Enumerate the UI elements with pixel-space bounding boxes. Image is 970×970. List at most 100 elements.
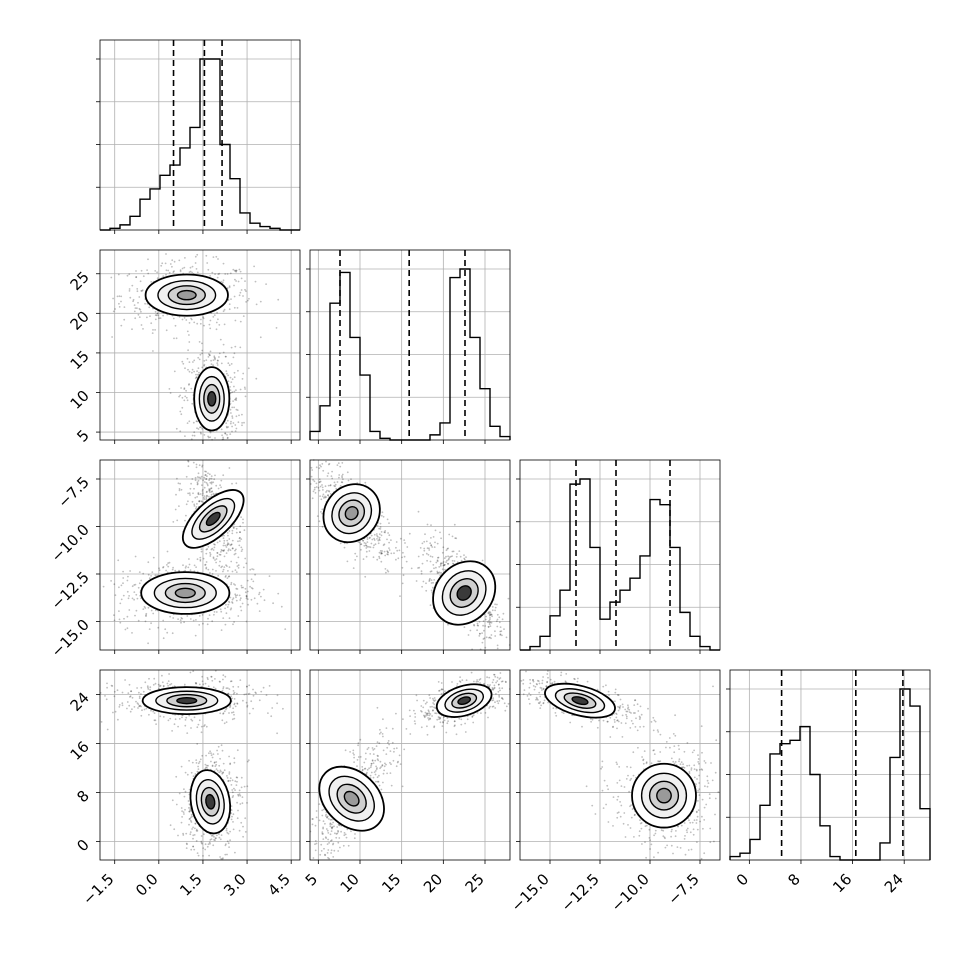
scatter-point bbox=[403, 539, 406, 541]
scatter-point bbox=[421, 542, 424, 545]
scatter-point bbox=[239, 605, 242, 608]
scatter-point bbox=[181, 617, 184, 620]
scatter-point bbox=[209, 431, 212, 434]
scatter-point bbox=[421, 585, 423, 588]
scatter-point bbox=[451, 681, 453, 683]
scatter-point bbox=[189, 819, 192, 822]
scatter-point bbox=[213, 836, 215, 838]
scatter-point bbox=[241, 602, 244, 605]
scatter-point bbox=[232, 400, 235, 402]
scatter-point bbox=[427, 553, 430, 556]
scatter-point bbox=[227, 692, 230, 695]
scatter-point bbox=[225, 843, 227, 845]
scatter-point bbox=[102, 585, 105, 588]
scatter-point bbox=[231, 417, 234, 419]
scatter-point bbox=[194, 823, 197, 825]
scatter-point bbox=[215, 328, 218, 331]
scatter-point bbox=[454, 537, 457, 539]
scatter-point bbox=[164, 628, 167, 631]
scatter-point bbox=[232, 821, 234, 823]
scatter-point bbox=[447, 558, 450, 561]
scatter-point bbox=[442, 562, 444, 565]
scatter-point bbox=[235, 531, 238, 534]
scatter-point bbox=[387, 551, 389, 554]
scatter-point bbox=[425, 582, 427, 585]
scatter-point bbox=[496, 647, 499, 650]
scatter-point bbox=[216, 359, 219, 362]
scatter-point bbox=[314, 486, 316, 489]
scatter-point bbox=[183, 387, 186, 390]
scatter-point bbox=[205, 567, 208, 570]
scatter-point bbox=[198, 683, 201, 686]
scatter-point bbox=[229, 391, 232, 394]
scatter-point bbox=[144, 302, 146, 305]
scatter-point bbox=[133, 598, 135, 601]
scatter-point bbox=[442, 546, 445, 549]
scatter-point bbox=[245, 620, 248, 623]
scatter-point bbox=[272, 602, 274, 605]
scatter-point bbox=[191, 815, 193, 818]
scatter-point bbox=[386, 569, 389, 572]
scatter-point bbox=[341, 473, 344, 476]
scatter-point bbox=[188, 759, 190, 762]
scatter-point bbox=[184, 808, 186, 811]
scatter-point bbox=[368, 550, 371, 552]
scatter-point bbox=[228, 601, 231, 604]
scatter-point bbox=[219, 838, 222, 841]
scatter-point bbox=[249, 585, 252, 588]
scatter-point bbox=[388, 522, 390, 524]
scatter-point bbox=[233, 757, 236, 760]
scatter-point bbox=[224, 844, 227, 847]
scatter-point bbox=[500, 630, 503, 633]
scatter-point bbox=[225, 425, 228, 428]
scatter-point bbox=[212, 256, 215, 258]
scatter-point bbox=[240, 550, 243, 552]
scatter-point bbox=[443, 716, 445, 719]
scatter-point bbox=[192, 837, 194, 840]
scatter-point bbox=[143, 605, 146, 608]
scatter-point bbox=[492, 705, 495, 708]
scatter-point bbox=[366, 768, 369, 771]
scatter-point bbox=[204, 724, 206, 726]
scatter-point bbox=[136, 288, 139, 290]
scatter-point bbox=[344, 749, 347, 752]
scatter-point bbox=[242, 518, 244, 521]
scatter-point bbox=[205, 498, 208, 501]
scatter-point bbox=[244, 395, 247, 398]
scatter-point bbox=[229, 544, 232, 547]
scatter-point bbox=[378, 551, 381, 554]
scatter-point bbox=[244, 288, 246, 291]
scatter-point bbox=[179, 410, 182, 413]
scatter-point bbox=[432, 709, 434, 712]
scatter-point bbox=[242, 586, 245, 589]
scatter-point bbox=[136, 597, 139, 600]
scatter-point bbox=[154, 682, 157, 685]
scatter-point bbox=[211, 679, 214, 682]
scatter-point bbox=[175, 493, 177, 496]
scatter-point bbox=[158, 687, 160, 690]
scatter-point bbox=[492, 699, 495, 701]
scatter-point bbox=[471, 716, 474, 718]
scatter-point bbox=[428, 579, 431, 581]
scatter-point bbox=[427, 709, 430, 712]
panel-0-1-frame bbox=[99, 249, 301, 441]
scatter-point bbox=[192, 845, 194, 848]
scatter-point bbox=[242, 372, 245, 375]
scatter-point bbox=[239, 540, 241, 542]
scatter-point bbox=[160, 264, 163, 267]
scatter-point bbox=[200, 725, 203, 728]
scatter-point bbox=[282, 707, 284, 710]
scatter-point bbox=[245, 594, 248, 597]
scatter-point bbox=[233, 284, 235, 287]
scatter-point bbox=[377, 536, 379, 538]
scatter-point bbox=[378, 527, 380, 530]
scatter-point bbox=[374, 773, 377, 776]
density-mode-0 bbox=[435, 683, 493, 718]
scatter-point bbox=[210, 359, 212, 362]
scatter-point bbox=[393, 552, 395, 555]
scatter-point bbox=[207, 472, 209, 475]
scatter-point bbox=[222, 686, 225, 688]
scatter-point bbox=[324, 496, 326, 499]
scatter-point bbox=[231, 415, 234, 418]
scatter-point bbox=[195, 376, 198, 379]
